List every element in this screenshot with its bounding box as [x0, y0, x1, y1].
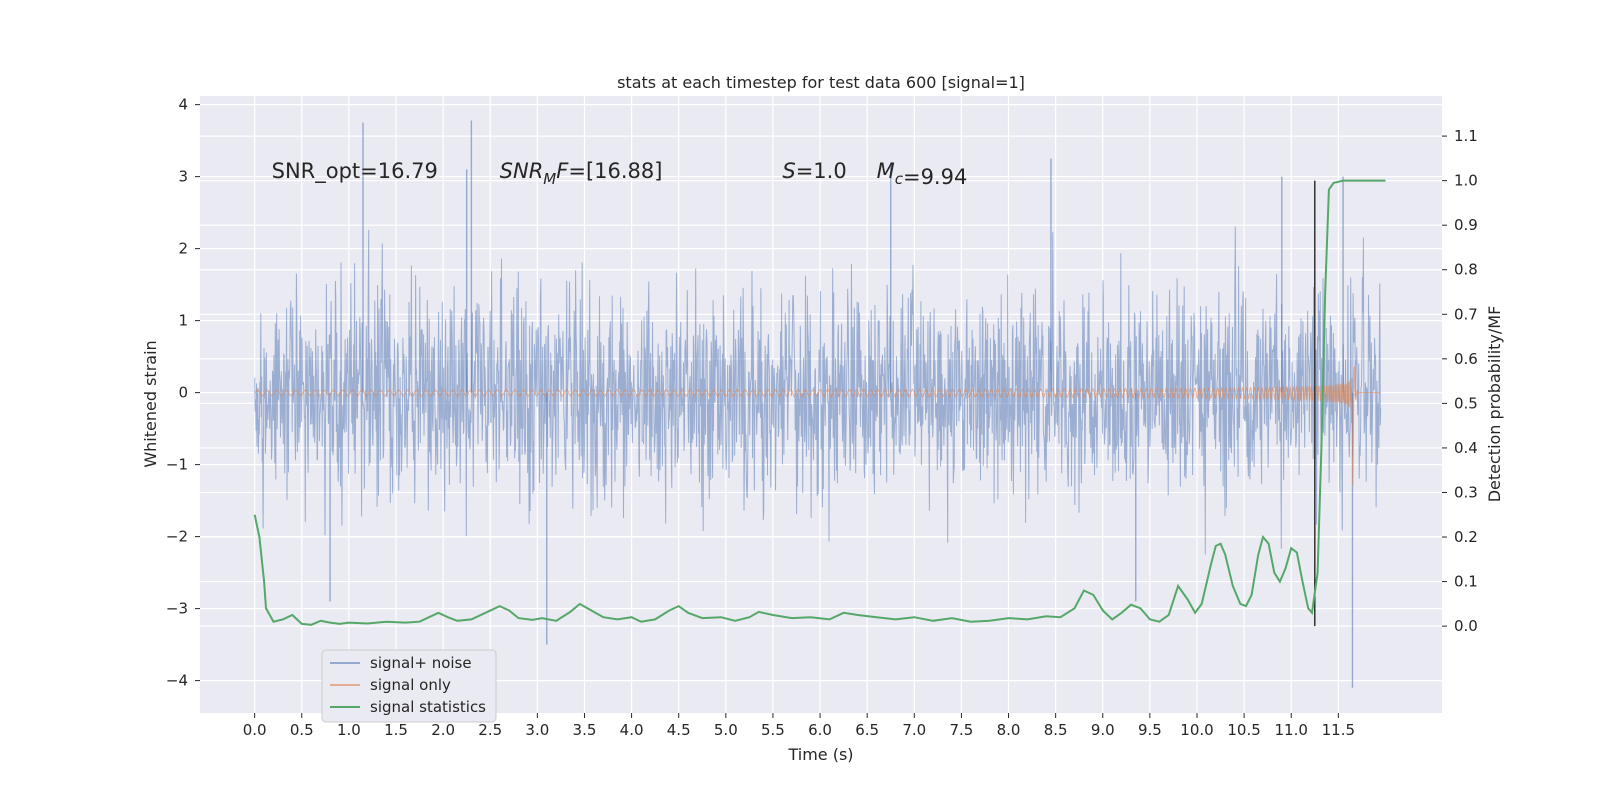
y-right-tick-label-5: 0.5	[1454, 394, 1478, 412]
y-right-tick-label-0: 0.0	[1454, 617, 1478, 635]
x-tick-label-16: 8.0	[997, 721, 1021, 739]
statistics-line	[253, 179, 1386, 626]
y-left-tick-label-7: 3	[178, 168, 188, 186]
annotation-0: SNR_opt=16.79	[272, 159, 438, 184]
annotation-3: Mc=9.94	[877, 159, 968, 189]
y-right-ticks: 0.0 0.1 0.2 0.3 0.4 0.5 0.6 0.7 0.8 0.9 1.0 1.1	[1442, 127, 1478, 635]
x-tick-label-19: 9.5	[1138, 721, 1162, 739]
y-left-tick-label-1: −3	[166, 600, 188, 618]
y-right-tick-label-7: 0.7	[1454, 305, 1478, 323]
x-tick-label-1: 0.5	[290, 721, 314, 739]
x-tick-label-5: 2.5	[478, 721, 502, 739]
y-right-tick-label-6: 0.6	[1454, 350, 1478, 368]
y-left-tick-label-3: −1	[166, 456, 188, 474]
legend: signal+ noise signal only signal statist…	[321, 649, 497, 723]
signal-trace	[254, 366, 1381, 486]
x-axis-label: Time (s)	[787, 745, 853, 764]
y-right-tick-label-3: 0.3	[1454, 483, 1478, 501]
series-signal-plus-noise	[254, 120, 1382, 688]
series-signal-statistics	[253, 179, 1386, 626]
x-tick-label-12: 6.0	[808, 721, 832, 739]
y-axis-right-label: Detection probability/MF	[1485, 306, 1504, 503]
y-left-tick-label-4: 0	[178, 384, 188, 402]
x-tick-label-20: 10.0	[1180, 721, 1213, 739]
legend-label-signal-only: signal only	[370, 676, 451, 694]
x-tick-label-13: 6.5	[855, 721, 879, 739]
chart-title: stats at each timestep for test data 600…	[617, 73, 1025, 92]
x-tick-label-11: 5.5	[761, 721, 785, 739]
y-left-tick-label-2: −2	[166, 528, 188, 546]
x-tick-label-2: 1.0	[337, 721, 361, 739]
y-right-tick-label-11: 1.1	[1454, 127, 1478, 145]
x-ticks: 0.0 0.5 1.0 1.5 2.0 2.5 3.0 3.5 4.0 4.5 5.0 5.5 6.0 6…	[243, 713, 1355, 739]
x-tick-label-8: 4.0	[620, 721, 644, 739]
legend-label-signal-plus-noise: signal+ noise	[370, 654, 472, 672]
x-tick-label-0: 0.0	[243, 721, 267, 739]
x-tick-label-17: 8.5	[1044, 721, 1068, 739]
x-tick-label-14: 7.0	[902, 721, 926, 739]
x-tick-label-18: 9.0	[1091, 721, 1115, 739]
y-left-tick-label-8: 4	[178, 96, 188, 114]
y-right-tick-label-4: 0.4	[1454, 439, 1478, 457]
x-tick-label-6: 3.0	[525, 721, 549, 739]
annotation-2: S=1.0	[782, 159, 846, 183]
y-right-tick-label-9: 0.9	[1454, 216, 1478, 234]
x-tick-label-23: 11.5	[1322, 721, 1355, 739]
annotation-1: SNRMF=[16.88]	[500, 159, 663, 188]
x-tick-label-22: 11.0	[1275, 721, 1308, 739]
y-left-tick-label-0: −4	[166, 672, 188, 690]
x-tick-label-7: 3.5	[573, 721, 597, 739]
y-right-tick-label-8: 0.8	[1454, 261, 1478, 279]
noise-trace	[254, 226, 1382, 555]
annotations-layer: SNR_opt=16.79 SNRMF=[16.88] S=1.0 Mc=9.94	[272, 159, 968, 189]
series-signal-only	[254, 366, 1381, 486]
x-tick-label-9: 4.5	[667, 721, 691, 739]
y-right-tick-label-2: 0.2	[1454, 528, 1478, 546]
legend-label-signal-statistics: signal statistics	[370, 698, 486, 716]
x-tick-label-15: 7.5	[949, 721, 973, 739]
y-axis-left-label: Whitened strain	[141, 340, 160, 467]
y-right-tick-label-1: 0.1	[1454, 573, 1478, 591]
y-right-tick-label-10: 1.0	[1454, 172, 1478, 190]
x-tick-label-10: 5.0	[714, 721, 738, 739]
x-tick-label-4: 2.0	[431, 721, 455, 739]
legend-box	[321, 649, 497, 723]
y-left-tick-label-6: 2	[178, 240, 188, 258]
y-left-tick-label-5: 1	[178, 312, 188, 330]
y-left-ticks: −4 −3 −2 −1 0 1 2 3 4	[166, 96, 200, 690]
x-tick-label-21: 10.5	[1227, 721, 1260, 739]
x-tick-label-3: 1.5	[384, 721, 408, 739]
